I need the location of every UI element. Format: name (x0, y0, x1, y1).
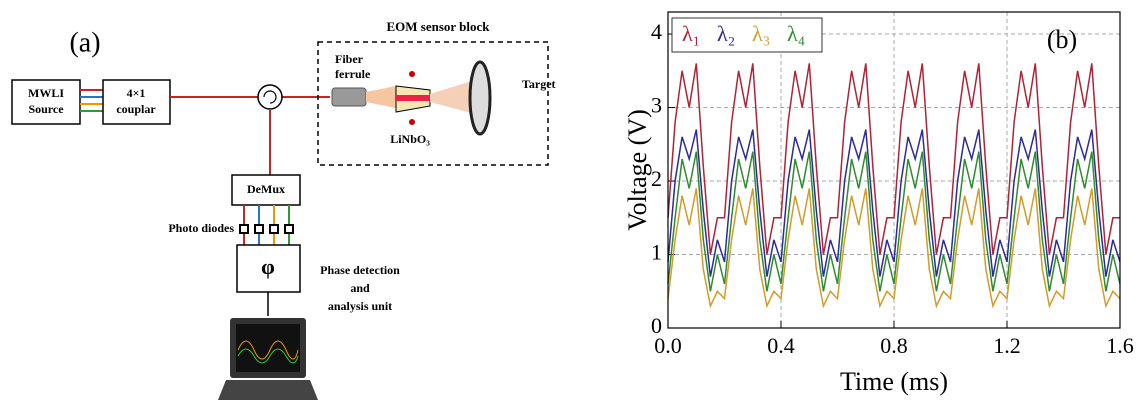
x-tick-label: 1.6 (1106, 333, 1134, 358)
screen-wave (237, 348, 299, 364)
circulator-arrow (263, 90, 277, 104)
y-tick-label: 4 (651, 19, 662, 44)
plot-frame (667, 11, 1121, 329)
x-tick-label: 0.4 (767, 333, 795, 358)
diagram: (a) MWLI Source 4×1 couplar EOM sensor b… (11, 19, 556, 400)
x-tick-label: 1.2 (993, 333, 1021, 358)
series-line (667, 188, 1121, 309)
target-label: Target (522, 77, 556, 91)
coupler-label: 4×1 (127, 86, 146, 100)
screen-wave (237, 340, 299, 360)
source-label: MWLI (28, 86, 64, 100)
beam (366, 86, 396, 108)
diodes-label: Photo diodes (168, 221, 234, 235)
y-tick-label: 0 (651, 313, 662, 338)
coupler-label: couplar (116, 102, 156, 116)
series-line (667, 151, 1121, 292)
series-line (667, 63, 1120, 255)
target (468, 60, 492, 136)
source-label: Source (28, 102, 64, 116)
photodiodes (239, 205, 294, 245)
y-axis-title: Voltage (V) (623, 109, 652, 231)
crystal-label: LiNbO₃ (390, 132, 430, 146)
legend-entry: λ₁ (682, 21, 700, 46)
eom-block (317, 41, 549, 166)
ferrule (331, 87, 367, 107)
fiber-label: Fiber (335, 52, 364, 66)
legend-entry: λ₄ (787, 21, 805, 46)
demux-box (231, 174, 301, 206)
chart: Voltage (V) Time (ms) (b) 0 1 2 3 4 0.0 0.4 0.8… (623, 11, 1134, 396)
electrode (409, 71, 415, 77)
demux-label: DeMux (247, 182, 285, 196)
panel-label: (a) (69, 27, 100, 58)
series-line (667, 129, 1121, 277)
phase-label: and (350, 281, 370, 295)
legend-entry: λ₃ (752, 21, 770, 46)
x-tick-label: 0.8 (880, 333, 908, 358)
phase-label: analysis unit (328, 299, 392, 313)
phi-box (236, 244, 301, 293)
y-tick-label: 2 (651, 166, 662, 191)
fiber-label: ferrule (335, 67, 371, 81)
beam (430, 80, 475, 114)
laptop-base (218, 380, 318, 400)
coupler-box (102, 79, 171, 125)
eom-block-label: EOM sensor block (386, 19, 490, 34)
legend-entry: λ₂ (717, 21, 735, 46)
y-tick-label: 3 (651, 93, 662, 118)
x-axis-title: Time (ms) (840, 367, 948, 396)
panel-label: (b) (1047, 25, 1077, 54)
electrode (409, 119, 415, 125)
y-tick-label: 1 (651, 240, 662, 265)
crystal-core (396, 95, 430, 101)
phase-label: Phase detection (320, 263, 400, 277)
phi-label: φ (261, 254, 275, 279)
laptop-screen (236, 324, 300, 372)
x-tick-label: 0.0 (654, 333, 682, 358)
source-box (11, 79, 81, 125)
legend-box (671, 17, 823, 53)
circulator (257, 84, 283, 110)
